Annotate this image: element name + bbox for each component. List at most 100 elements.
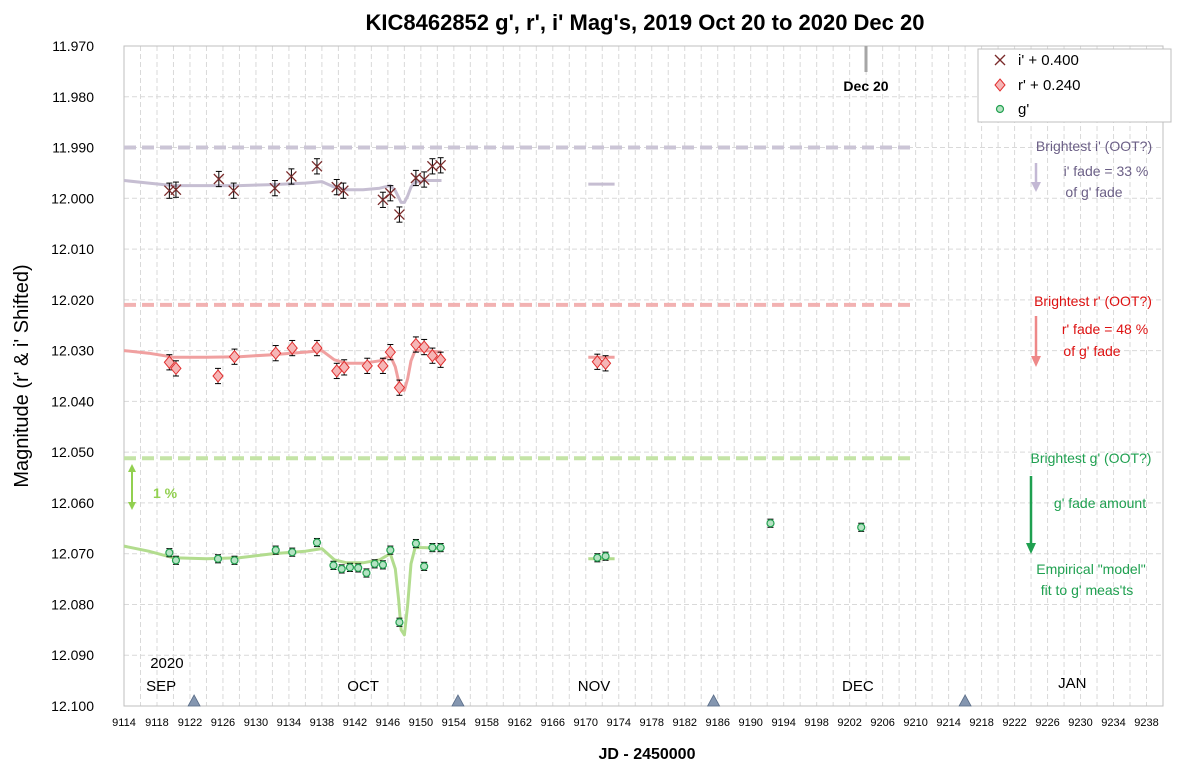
marker	[435, 159, 447, 171]
chart-title: KIC8462852 g', r', i' Mag's, 2019 Oct 20…	[365, 10, 924, 35]
data-point	[288, 547, 297, 557]
marker-stroke	[228, 185, 240, 197]
marker	[434, 352, 447, 367]
legend-item-i-0-400: i' + 0.400	[994, 52, 1079, 69]
marker	[165, 548, 174, 557]
i-ratio-line-1: i' fade = 33 %	[1064, 163, 1149, 179]
marker	[228, 185, 240, 197]
x-tick-label: 9162	[508, 717, 532, 729]
g-fade-label: g' fade amount	[1054, 495, 1146, 511]
marker-stroke	[213, 173, 225, 185]
x-tick-label: 9142	[343, 717, 367, 729]
x-tick-label: 9154	[442, 717, 466, 729]
data-point	[228, 348, 241, 365]
marker-stroke	[337, 185, 349, 197]
x-tick-label: 9238	[1134, 717, 1158, 729]
data-point	[370, 559, 379, 569]
reference-lines	[124, 145, 916, 461]
marker	[163, 185, 175, 197]
data-point	[393, 206, 405, 223]
annotations: Dec 20 Brightest i' (OOT?) i' fade = 33 …	[128, 46, 1152, 598]
brightest-i-label: Brightest i' (OOT?)	[1036, 138, 1152, 154]
marker	[426, 348, 439, 363]
data-point	[857, 522, 866, 532]
data-point	[329, 560, 338, 570]
new-moon-markers	[187, 694, 972, 707]
marker-stroke	[418, 174, 430, 185]
data-point	[337, 182, 349, 199]
x-tick-label: 9114	[112, 717, 136, 729]
marker	[286, 341, 298, 355]
data-point	[286, 339, 298, 357]
x-tick-label: 9158	[475, 717, 499, 729]
data-point	[312, 537, 322, 548]
y-tick-label: 12.070	[51, 546, 94, 562]
x-tick-label: 9194	[771, 717, 795, 729]
data-point	[213, 554, 223, 564]
marker	[170, 361, 182, 376]
marker	[361, 359, 373, 373]
x-tick-label: 9226	[1035, 717, 1059, 729]
model-curves	[123, 179, 615, 637]
marker	[599, 356, 612, 371]
month-label-sep: SEP	[146, 678, 176, 695]
marker	[212, 369, 224, 383]
marker	[377, 359, 389, 373]
marker-stroke	[311, 160, 323, 172]
x-tick-label: 9182	[672, 717, 696, 729]
data-point	[411, 538, 421, 549]
legend-box	[977, 48, 1172, 123]
month-label-2020: 2020	[150, 655, 183, 672]
x-tick-label: 9126	[211, 717, 235, 729]
marker	[285, 171, 297, 182]
data-point	[435, 157, 447, 174]
x-tick-label: 9174	[607, 717, 631, 729]
y-tick-label: 12.100	[51, 698, 94, 714]
marker	[311, 160, 323, 172]
x-tick-label: 9166	[541, 717, 565, 729]
y-tick-label: 12.080	[51, 596, 94, 612]
data-point	[377, 191, 389, 208]
one-percent-label: 1 %	[153, 485, 178, 501]
marker	[393, 380, 406, 395]
marker-stroke	[435, 159, 447, 171]
data-point	[270, 345, 282, 362]
data-point	[170, 181, 182, 198]
data-point	[354, 563, 363, 573]
month-label-nov: NOV	[578, 678, 611, 695]
g-fade-arrow	[1026, 476, 1036, 554]
marker-stroke	[994, 54, 1006, 66]
x-tick-label: 9146	[376, 717, 400, 729]
marker	[312, 538, 322, 547]
data-point	[377, 357, 389, 374]
x-tick-labels: 9114 9118 9122 9126 9130 9134 9138 9142 9146 9150…	[112, 717, 1159, 729]
marker	[345, 563, 355, 572]
x-tick-label: 9134	[277, 717, 301, 729]
data-point	[395, 617, 404, 627]
y-tick-label: 12.000	[51, 190, 94, 206]
marker	[428, 543, 437, 552]
marker	[370, 559, 379, 568]
data-point	[331, 179, 343, 196]
legend-label: r' + 0.240	[1018, 77, 1081, 94]
data-point	[601, 551, 610, 561]
legend-marker	[994, 54, 1006, 66]
model-label-line-2: fit to g' meas'ts	[1041, 582, 1134, 598]
data-point	[428, 543, 437, 553]
data-point	[378, 560, 388, 570]
new-moon-triangle	[958, 694, 972, 707]
marker	[411, 539, 421, 548]
marker	[384, 345, 396, 359]
marker	[410, 337, 422, 352]
marker-stroke	[170, 184, 182, 196]
i-ratio-line-2: of g' fade	[1065, 184, 1122, 200]
marker	[337, 564, 346, 574]
series-i-0-400	[163, 157, 447, 223]
y-tick-label: 11.990	[52, 140, 94, 156]
data-point	[338, 359, 350, 376]
model-curve-g	[123, 544, 442, 637]
legend-marker	[994, 78, 1006, 92]
data-point	[418, 171, 430, 188]
x-tick-label: 9138	[310, 717, 334, 729]
